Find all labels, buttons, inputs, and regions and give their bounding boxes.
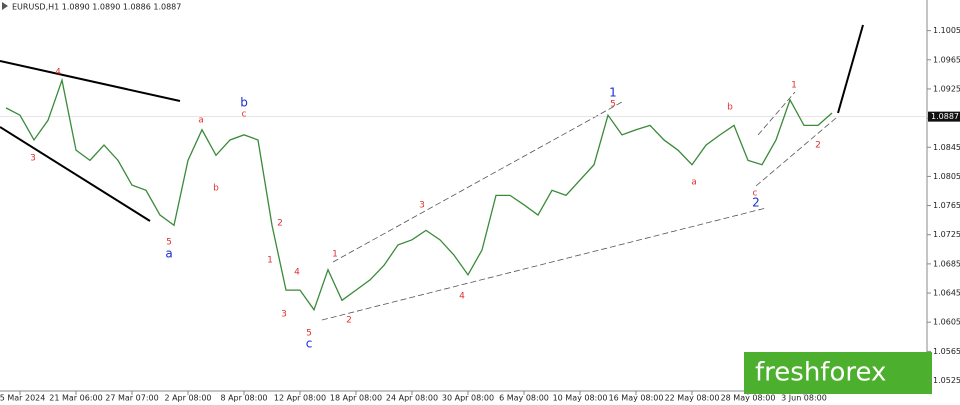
channel-line [332, 101, 623, 263]
wave-label: c [306, 337, 313, 351]
wave-label: 2 [815, 141, 821, 151]
watermark-text: freshforex [755, 358, 886, 388]
wave-label: a [165, 247, 172, 261]
wave-label: b [240, 96, 248, 110]
x-tick-label: 30 Apr 08:00 [442, 394, 494, 403]
plot: 1.10051.09651.09251.08851.08451.08051.07… [0, 26, 960, 403]
wave-label: 4 [294, 268, 300, 278]
x-tick-label: 27 Mar 07:00 [105, 394, 158, 403]
last-price-box [928, 111, 960, 122]
x-tick-label: 22 May 08:00 [665, 394, 720, 403]
wave-label: 4 [459, 292, 465, 302]
x-tick-label: 2 Apr 08:00 [164, 394, 211, 403]
trendline [0, 126, 151, 222]
y-tick-label: 1.0565 [933, 347, 960, 356]
x-tick-label: 21 Mar 06:00 [49, 394, 102, 403]
y-tick-label: 1.0925 [933, 84, 960, 93]
channel-line [757, 91, 796, 136]
price-line [5, 77, 833, 312]
wave-label: 5 [166, 238, 172, 248]
wave-label: b [213, 184, 219, 194]
wave-label: 2 [346, 316, 352, 326]
symbol-arrow [2, 2, 8, 10]
channel-lines [321, 91, 837, 321]
wave-label: 5 [610, 100, 616, 110]
trendlines [0, 24, 864, 222]
channel-line [321, 207, 767, 321]
x-tick-label: 24 Apr 08:00 [386, 394, 438, 403]
wave-label: 1 [332, 250, 338, 260]
y-tick-label: 1.0525 [933, 376, 960, 385]
wave-label: 3 [419, 201, 425, 211]
x-tick-label: 16 May 08:00 [609, 394, 664, 403]
last-price-label: 1.0887 [931, 112, 959, 121]
wave-label: 3 [281, 310, 287, 320]
wave-label: 1 [791, 81, 797, 91]
wave-label: c [753, 189, 758, 199]
x-tick-label: 8 Apr 08:00 [220, 394, 267, 403]
y-tick-label: 1.0965 [933, 55, 960, 64]
x-tick-label: 18 Apr 08:00 [330, 394, 382, 403]
x-tick-label: 3 Jun 08:00 [781, 394, 827, 403]
wave-label: 3 [30, 154, 36, 164]
y-tick-label: 1.0645 [933, 289, 960, 298]
y-tick-label: 1.0765 [933, 201, 960, 210]
wave-label: a [691, 178, 697, 188]
x-tick-label: 12 Apr 08:00 [274, 394, 326, 403]
watermark-box [744, 352, 932, 394]
wave-label: 2 [277, 219, 283, 229]
trendline [0, 60, 181, 102]
wave-label: 2 [752, 196, 760, 210]
chart-title: EURUSD,H1 1.0890 1.0890 1.0886 1.0887 [12, 3, 181, 12]
wave-label: 4 [55, 68, 61, 78]
wave-label: c [242, 110, 247, 120]
y-tick-label: 1.0845 [933, 143, 960, 152]
wave-label: a [198, 116, 204, 126]
x-tick-label: 28 May 08:00 [721, 394, 776, 403]
wave-label: 1 [609, 86, 617, 100]
x-tick-label: 15 Mar 2024 [0, 394, 45, 403]
y-tick-label: 1.0685 [933, 259, 960, 268]
wave-label: b [727, 103, 733, 113]
watermark: freshforex [744, 352, 932, 394]
x-tick-label: 6 May 08:00 [499, 394, 549, 403]
y-tick-label: 1.1005 [933, 26, 960, 35]
x-tick-label: 10 May 08:00 [553, 394, 608, 403]
wave-label: 5 [306, 329, 312, 339]
y-tick-label: 1.0605 [933, 318, 960, 327]
y-tick-label: 1.0725 [933, 230, 960, 239]
forecast-line [837, 24, 864, 114]
y-tick-label: 1.0805 [933, 172, 960, 181]
wave-label: 1 [267, 256, 273, 266]
